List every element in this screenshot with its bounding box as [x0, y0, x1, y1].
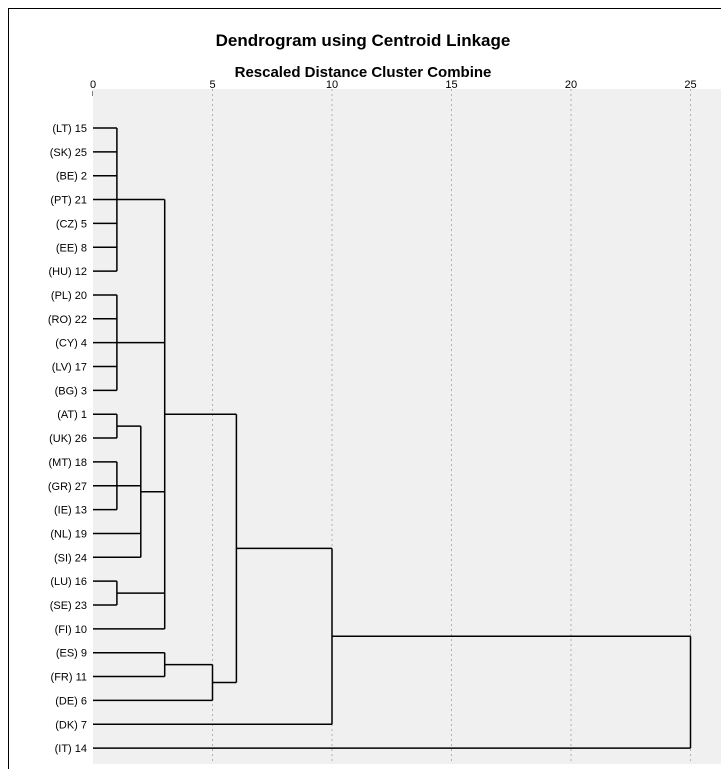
leaf-label: (AT) 1: [57, 409, 87, 421]
chart-title: Dendrogram using Centroid Linkage: [216, 31, 511, 50]
x-tick-label: 0: [90, 79, 96, 91]
leaf-label: (BG) 3: [55, 385, 87, 397]
leaf-label: (IT) 14: [55, 743, 87, 755]
leaf-label: (DE) 6: [55, 695, 87, 707]
chart-subtitle: Rescaled Distance Cluster Combine: [235, 64, 492, 81]
leaf-label: (RO) 22: [48, 314, 87, 326]
leaf-label: (MT) 18: [49, 457, 88, 469]
x-tick-label: 15: [445, 79, 457, 91]
x-tick-label: 25: [684, 79, 696, 91]
leaf-label: (ES) 9: [56, 648, 87, 660]
leaf-label: (HU) 12: [48, 266, 87, 278]
leaf-label: (CZ) 5: [56, 218, 87, 230]
leaf-label: (BE) 2: [56, 171, 87, 183]
leaf-label: (FR) 11: [51, 672, 87, 684]
plot-area: [93, 89, 721, 764]
leaf-label: (UK) 26: [49, 433, 87, 445]
leaf-label: (SE) 23: [50, 600, 87, 612]
leaf-label: (PT) 21: [50, 195, 87, 207]
leaf-label: (FI) 10: [55, 624, 87, 636]
leaf-label: (PL) 20: [51, 290, 87, 302]
leaf-label: (LT) 15: [52, 123, 87, 135]
leaf-label: (LU) 16: [50, 576, 87, 588]
leaf-label: (EE) 8: [56, 242, 87, 254]
chart-frame: Dendrogram using Centroid Linkage Rescal…: [8, 8, 721, 769]
leaf-label: (SI) 24: [54, 552, 87, 564]
leaf-label: (IE) 13: [54, 505, 87, 517]
leaf-labels: (LT) 15 (SK) 25 (BE) 2 (PT) 21 (CZ) 5 (EE) 8 (…: [48, 123, 87, 755]
x-tick-label: 10: [326, 79, 338, 91]
leaf-label: (DK) 7: [55, 719, 87, 731]
leaf-label: (LV) 17: [52, 362, 87, 374]
leaf-label: (GR) 27: [48, 481, 87, 493]
leaf-label: (NL) 19: [50, 528, 87, 540]
x-tick-label: 20: [565, 79, 577, 91]
dendrogram-chart: Dendrogram using Centroid Linkage Rescal…: [48, 31, 721, 764]
leaf-label: (SK) 25: [50, 147, 87, 159]
plot-background: [93, 89, 721, 764]
x-tick-label: 5: [209, 79, 215, 91]
leaf-label: (CY) 4: [55, 338, 87, 350]
